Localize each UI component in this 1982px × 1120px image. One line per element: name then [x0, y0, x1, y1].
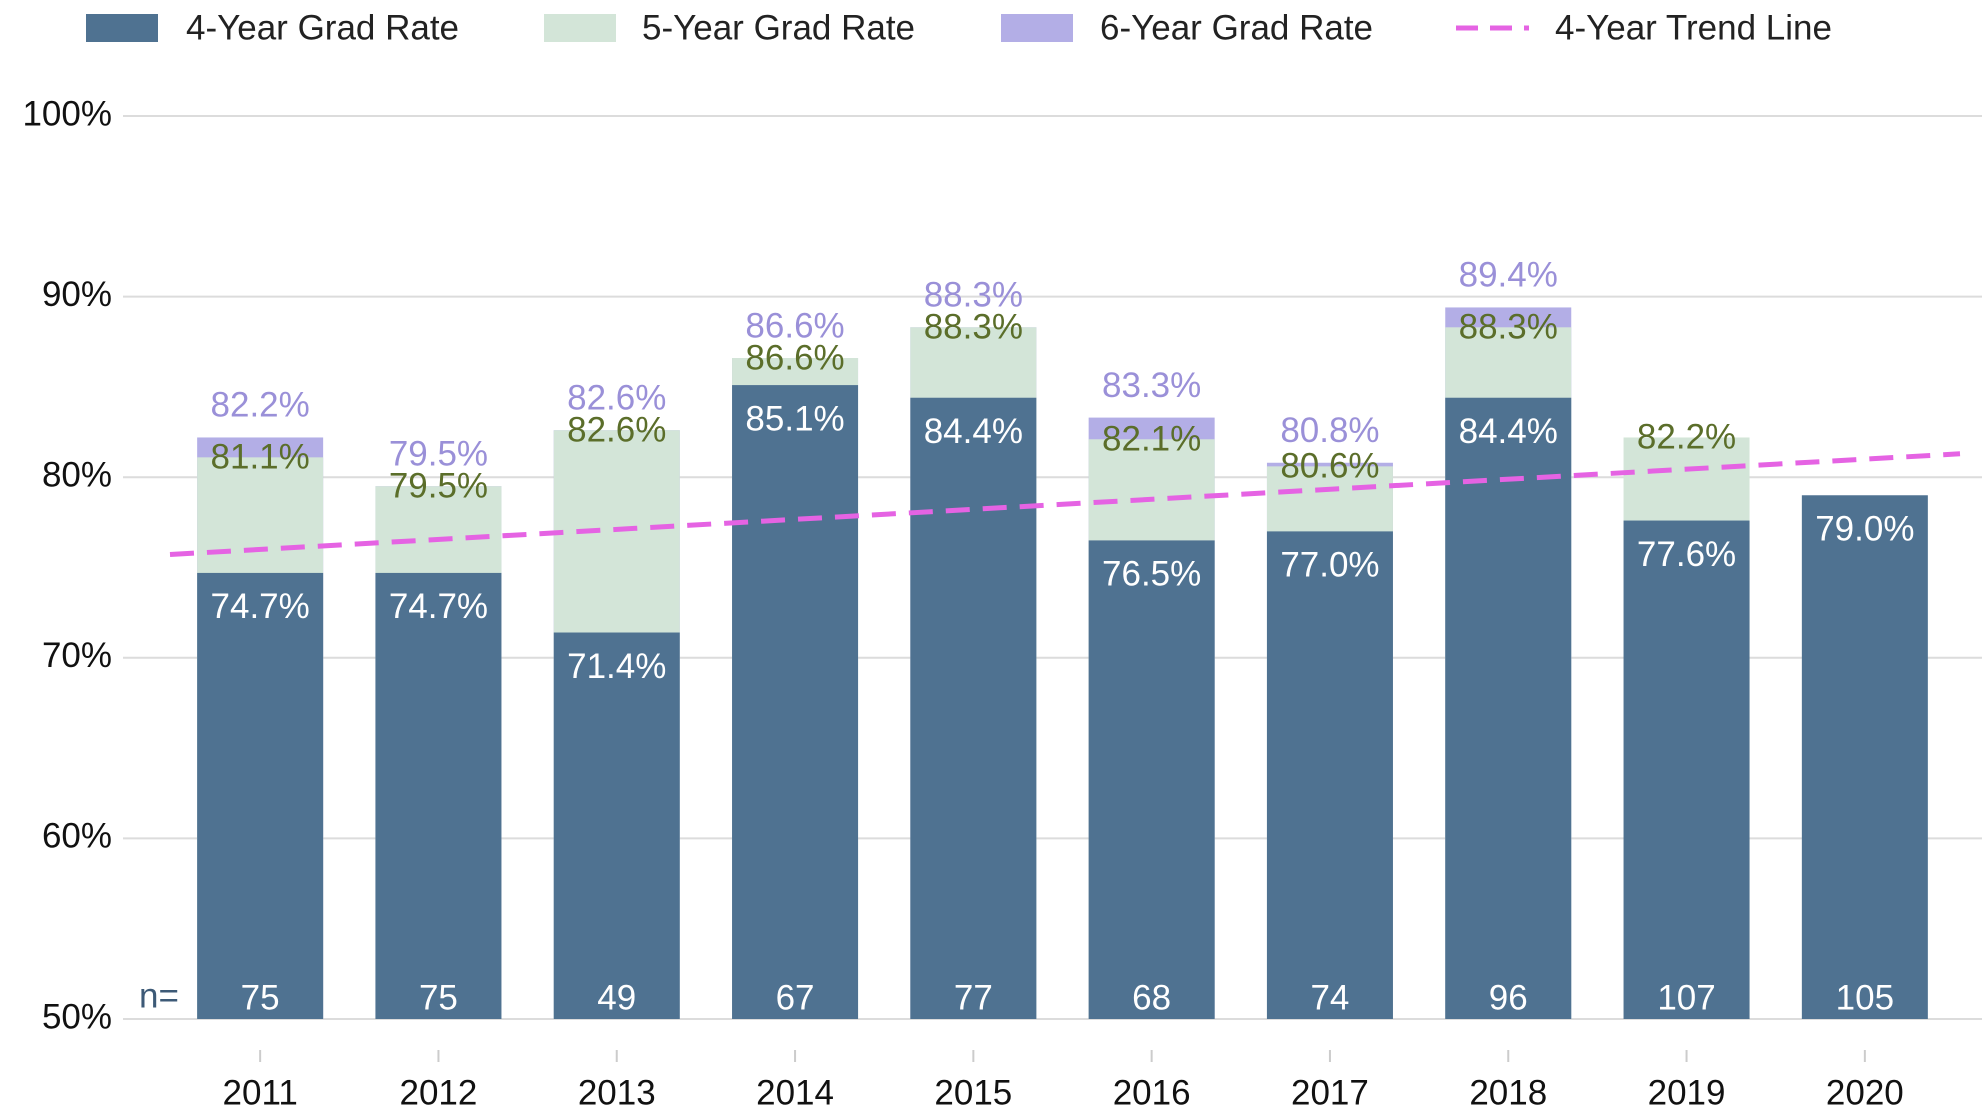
data-label: 82.6%: [567, 410, 666, 449]
bar: [1623, 520, 1750, 1019]
y-tick-label: 90%: [42, 275, 112, 314]
data-label: 77.0%: [1280, 546, 1379, 585]
y-tick-label: 60%: [42, 817, 112, 856]
data-label: 88.3%: [1459, 308, 1558, 347]
n-label: 75: [419, 978, 458, 1017]
y-tick-label: 70%: [42, 636, 112, 675]
legend-swatch: [86, 14, 158, 42]
data-label: 86.6%: [745, 338, 844, 377]
bar: [1266, 531, 1393, 1019]
x-tick-label: 2019: [1648, 1073, 1726, 1112]
bar: [553, 632, 680, 1019]
legend-label: 6-Year Grad Rate: [1100, 8, 1373, 47]
legend-swatch: [1001, 14, 1073, 42]
data-label: 74.7%: [211, 587, 310, 626]
x-tick-label: 2015: [934, 1073, 1012, 1112]
bar: [197, 572, 324, 1019]
legend-label: 4-Year Trend Line: [1555, 8, 1832, 47]
n-prefix: n=: [139, 976, 179, 1015]
legend-swatch: [544, 14, 616, 42]
y-tick-label: 80%: [42, 455, 112, 494]
bar: [910, 397, 1037, 1020]
n-label: 96: [1489, 978, 1528, 1017]
data-label: 88.3%: [924, 276, 1023, 315]
bar: [375, 572, 502, 1019]
x-tick-label: 2018: [1469, 1073, 1547, 1112]
data-label: 76.5%: [1102, 555, 1201, 594]
data-label: 82.2%: [211, 386, 310, 425]
bar: [1088, 540, 1215, 1019]
n-label: 77: [954, 978, 993, 1017]
x-tick-label: 2020: [1826, 1073, 1904, 1112]
data-label: 79.5%: [389, 466, 488, 505]
y-tick-label: 100%: [22, 94, 112, 133]
data-label: 82.6%: [567, 378, 666, 417]
data-label: 86.6%: [745, 306, 844, 345]
trend-line: [169, 451, 1961, 558]
x-tick-label: 2014: [756, 1073, 834, 1112]
bar: [1445, 397, 1572, 1020]
n-label: 67: [776, 978, 815, 1017]
data-label: 80.8%: [1280, 411, 1379, 450]
n-label: 107: [1657, 978, 1715, 1017]
data-label: 84.4%: [924, 412, 1023, 451]
data-label: 83.3%: [1102, 366, 1201, 405]
data-label: 82.2%: [1637, 418, 1736, 457]
bar: [1801, 495, 1928, 1019]
x-tick-label: 2013: [578, 1073, 656, 1112]
data-label: 84.4%: [1459, 412, 1558, 451]
n-label: 49: [597, 978, 636, 1017]
n-label: 68: [1132, 978, 1171, 1017]
data-label: 81.1%: [211, 438, 310, 477]
y-tick-label: 50%: [42, 997, 112, 1036]
x-tick-label: 2012: [400, 1073, 478, 1112]
n-label: 75: [241, 978, 280, 1017]
data-label: 82.1%: [1102, 420, 1201, 459]
data-label: 79.5%: [389, 434, 488, 473]
x-tick-label: 2016: [1113, 1073, 1191, 1112]
legend-label: 5-Year Grad Rate: [642, 8, 915, 47]
data-label: 71.4%: [567, 647, 666, 686]
legend-label: 4-Year Grad Rate: [186, 8, 459, 47]
data-label: 74.7%: [389, 587, 488, 626]
data-label: 88.3%: [924, 308, 1023, 347]
n-label: 105: [1836, 978, 1894, 1017]
data-label: 77.6%: [1637, 535, 1736, 574]
bar: [732, 385, 859, 1019]
data-label: 85.1%: [745, 399, 844, 438]
n-label: 74: [1310, 978, 1349, 1017]
data-label: 80.6%: [1280, 447, 1379, 486]
x-tick-label: 2011: [223, 1073, 298, 1112]
x-tick-label: 2017: [1291, 1073, 1369, 1112]
data-label: 89.4%: [1459, 256, 1558, 295]
data-label: 79.0%: [1815, 510, 1914, 549]
